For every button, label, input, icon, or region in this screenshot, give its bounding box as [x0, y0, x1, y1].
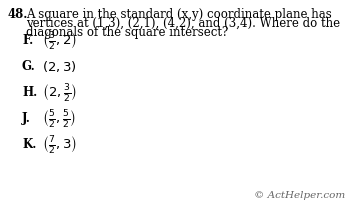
Text: F.: F. — [22, 34, 33, 47]
Text: diagonals of the square intersect?: diagonals of the square intersect? — [26, 26, 228, 39]
Text: G.: G. — [22, 60, 36, 73]
Text: © ActHelper.com: © ActHelper.com — [254, 190, 345, 199]
Text: $\left(\frac{3}{2}, 2\right)$: $\left(\frac{3}{2}, 2\right)$ — [42, 30, 77, 52]
Text: vertices at (1,3), (2,1), (4,2), and (3,4). Where do the: vertices at (1,3), (2,1), (4,2), and (3,… — [26, 17, 340, 30]
Text: $(2, 3)$: $(2, 3)$ — [42, 59, 77, 74]
Text: H.: H. — [22, 86, 37, 99]
Text: J.: J. — [22, 112, 31, 125]
Text: K.: K. — [22, 138, 36, 151]
Text: $\left(\frac{5}{2}, \frac{5}{2}\right)$: $\left(\frac{5}{2}, \frac{5}{2}\right)$ — [42, 108, 76, 129]
Text: $\left(\frac{7}{2}, 3\right)$: $\left(\frac{7}{2}, 3\right)$ — [42, 133, 77, 155]
Text: $\left(2, \frac{3}{2}\right)$: $\left(2, \frac{3}{2}\right)$ — [42, 82, 77, 103]
Text: 48.: 48. — [8, 8, 28, 21]
Text: A square in the standard (x,y) coordinate plane has: A square in the standard (x,y) coordinat… — [26, 8, 332, 21]
